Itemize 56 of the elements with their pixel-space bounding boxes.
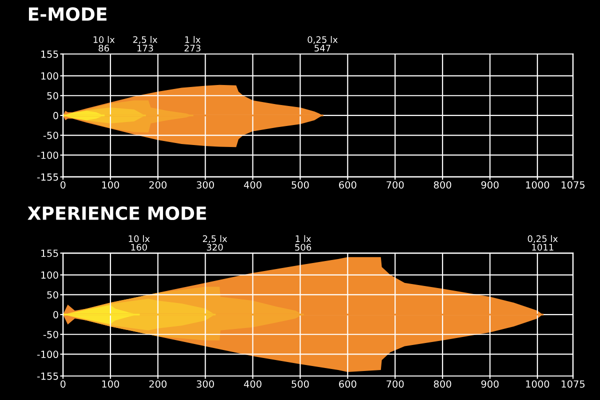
text: 1 lx — [296, 235, 311, 242]
x-tick-label: 0 — [60, 181, 66, 189]
text: 0,25 lx — [308, 36, 338, 44]
text: 2,5 lx — [202, 235, 228, 244]
y-tick-label: -155 — [37, 372, 58, 380]
text: 0,25 lx — [528, 235, 558, 244]
y-tick-label: 155 — [41, 250, 58, 257]
x2-tick-label: 1011 — [532, 244, 554, 251]
y-tick-label: -100 — [37, 152, 58, 159]
y-tick-label: 50 — [47, 291, 58, 299]
x-tick-label: 700 — [386, 380, 404, 388]
x-tick-label: 200 — [149, 380, 167, 388]
x-tick-label: 400 — [244, 380, 262, 388]
text: 1 lx — [185, 36, 200, 43]
x-tick-label: 1000 — [526, 380, 550, 388]
y-tick-label: 100 — [41, 271, 58, 279]
x-tick-label: 300 — [196, 181, 214, 189]
x-tick-label: 200 — [149, 181, 167, 189]
x-tick-label: 1075 — [562, 181, 585, 189]
chart-title: XPERIENCE MODE — [28, 206, 206, 220]
x-tick-label: 1000 — [526, 181, 550, 189]
text: 10 lx — [94, 36, 115, 44]
x-tick-label: 100 — [102, 380, 120, 388]
x2-tick-label: 506 — [295, 244, 312, 251]
y-tick-label: -155 — [37, 174, 58, 181]
x-tick-label: 0 — [60, 380, 66, 388]
x2-tick-label: 160 — [131, 244, 147, 251]
x-tick-label: 800 — [434, 181, 452, 189]
x-tick-label: 900 — [481, 380, 499, 388]
x2-tick-label: 320 — [206, 244, 223, 251]
x2-tick-label: 273 — [184, 44, 200, 52]
y-tick-label: 50 — [47, 92, 58, 100]
y-tick-label: 0 — [53, 112, 58, 120]
y-tick-label: -50 — [43, 132, 58, 140]
x-tick-label: 600 — [339, 181, 356, 189]
x-tick-label: 100 — [102, 181, 120, 189]
y-tick-label: 0 — [53, 311, 58, 318]
x-tick-label: 800 — [434, 380, 452, 388]
x2-tick-label: 86 — [98, 44, 109, 52]
y-tick-label: -50 — [43, 330, 58, 338]
x2-tick-label: 173 — [137, 44, 153, 52]
x-tick-label: 400 — [244, 181, 262, 189]
chart-title: E-MODE — [28, 7, 106, 21]
x-tick-label: 300 — [196, 380, 214, 388]
x-tick-label: 600 — [339, 380, 356, 388]
x-tick-label: 700 — [386, 181, 404, 189]
x-tick-label: 1075 — [562, 380, 585, 388]
y-tick-label: -100 — [37, 350, 58, 358]
x2-tick-label: 547 — [314, 44, 330, 52]
text: 10 lx — [128, 235, 150, 242]
x-tick-label: 500 — [292, 380, 309, 388]
x-tick-label: 500 — [292, 181, 309, 189]
x-tick-label: 900 — [481, 181, 499, 189]
y-tick-label: 155 — [41, 50, 58, 58]
text: 2,5 lx — [133, 36, 158, 44]
y-tick-label: 100 — [41, 72, 58, 80]
